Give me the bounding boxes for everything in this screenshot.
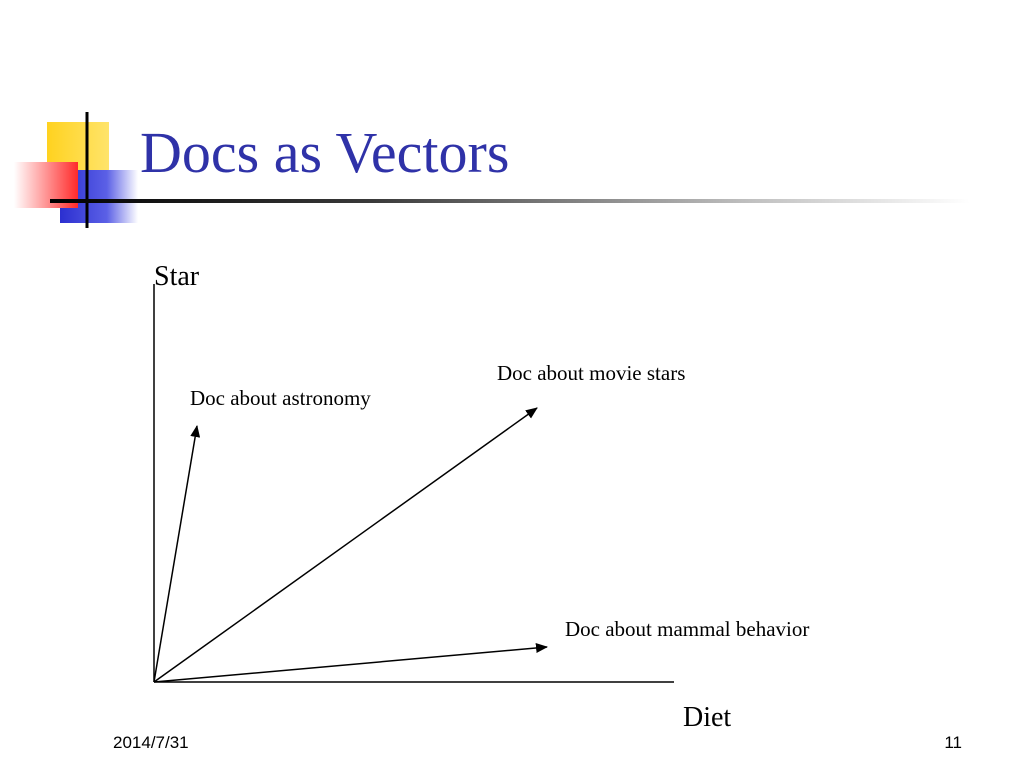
vector-mammal-behavior-arrow	[153, 642, 548, 683]
vector-mammal-behavior-label: Doc about mammal behavior	[565, 617, 809, 641]
title-underline	[50, 199, 970, 203]
x-axis-label: Diet	[683, 702, 731, 733]
vector-astronomy-arrow	[153, 425, 201, 683]
footer-page-number: 11	[944, 733, 962, 752]
vector-astronomy-label: Doc about astronomy	[190, 386, 371, 410]
vector-movie-stars-arrow	[153, 407, 538, 683]
slide-title: Docs as Vectors	[140, 120, 510, 185]
y-axis-label: Star	[154, 261, 200, 292]
footer-date: 2014/7/31	[113, 733, 189, 752]
vector-movie-stars-label: Doc about movie stars	[497, 361, 685, 385]
